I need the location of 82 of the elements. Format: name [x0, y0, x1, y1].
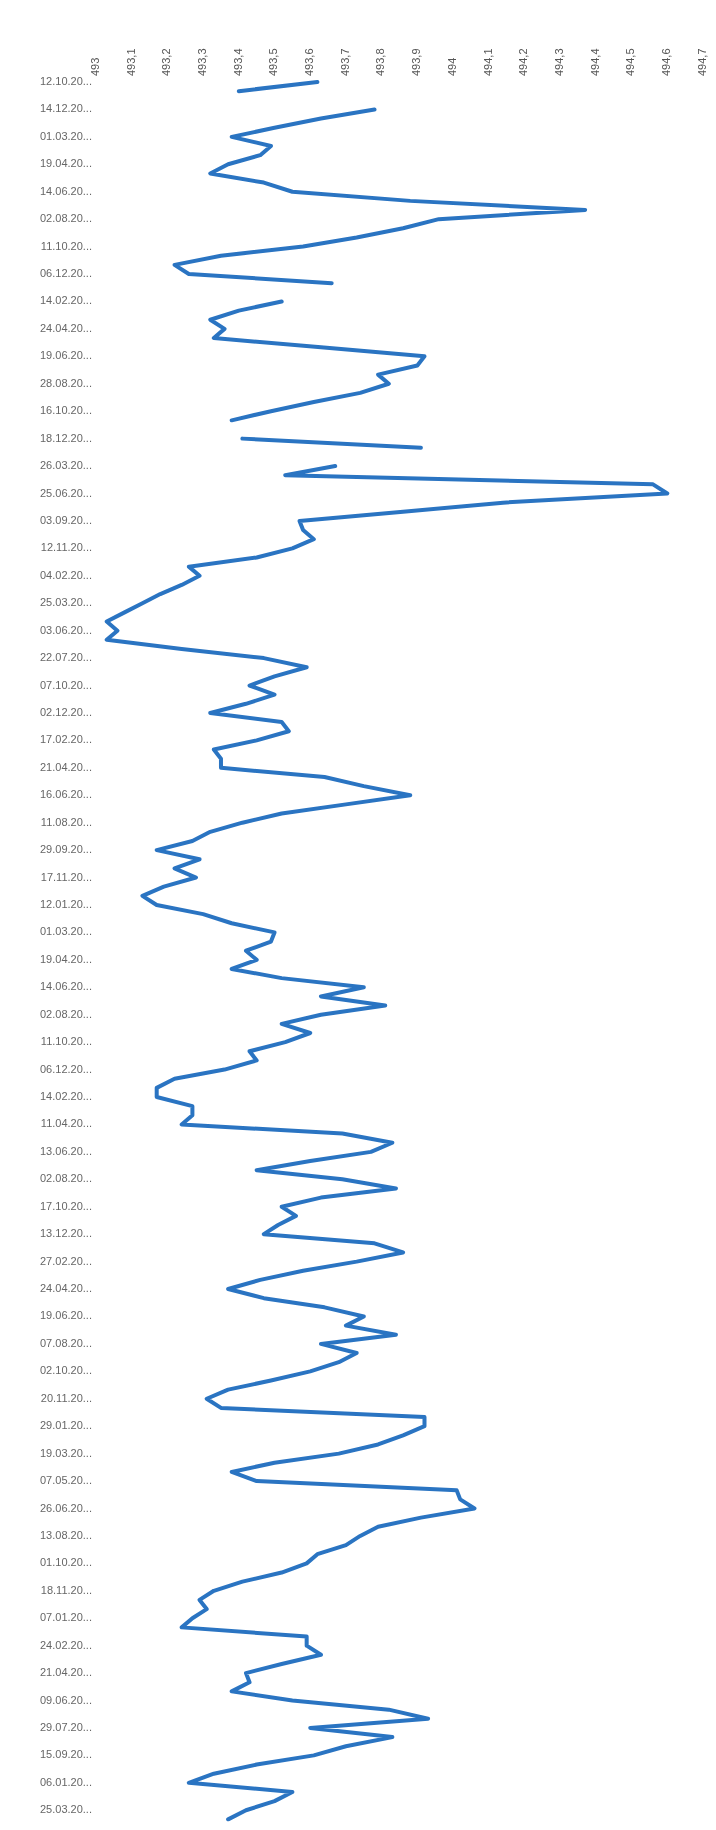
y-tick-label: 07.08.20...	[40, 1336, 92, 1349]
x-tick-label: 494,1	[481, 48, 494, 76]
y-tick-label: 07.01.20...	[40, 1611, 92, 1624]
y-tick-label: 01.10.20...	[40, 1556, 92, 1569]
y-tick-label: 25.03.20...	[40, 596, 92, 609]
y-tick-label: 11.04.20...	[40, 1117, 92, 1130]
y-tick-label: 02.08.20...	[40, 1007, 92, 1020]
y-tick-label: 19.04.20...	[40, 952, 92, 965]
y-tick-label: 14.02.20...	[40, 1090, 92, 1103]
y-tick-label: 26.06.20...	[40, 1501, 92, 1514]
y-tick-label: 19.06.20...	[40, 1309, 92, 1322]
y-tick-label: 06.01.20...	[40, 1775, 92, 1788]
y-tick-label: 29.09.20...	[40, 843, 92, 856]
y-tick-label: 02.08.20...	[40, 1172, 92, 1185]
x-tick-label: 493,8	[374, 48, 387, 76]
y-tick-label: 29.07.20...	[40, 1720, 92, 1733]
y-tick-label: 19.06.20...	[40, 349, 92, 362]
y-tick-label: 01.03.20...	[40, 129, 92, 142]
y-tick-label: 16.06.20...	[40, 788, 92, 801]
y-tick-label: 12.11.20...	[40, 541, 92, 554]
x-tick-label: 493,2	[160, 48, 173, 76]
y-tick-label: 11.10.20...	[40, 239, 92, 252]
y-tick-label: 02.10.20...	[40, 1364, 92, 1377]
y-tick-label: 17.11.20...	[40, 870, 92, 883]
y-tick-label: 17.02.20...	[40, 733, 92, 746]
x-tick-label: 494,5	[624, 48, 637, 76]
y-tick-label: 12.01.20...	[40, 898, 92, 911]
y-tick-label: 19.04.20...	[40, 157, 92, 170]
y-tick-label: 19.03.20...	[40, 1446, 92, 1459]
y-tick-label: 04.02.20...	[40, 568, 92, 581]
y-tick-label: 24.02.20...	[40, 1638, 92, 1651]
x-tick-label: 494,7	[695, 48, 708, 76]
y-tick-label: 24.04.20...	[40, 321, 92, 334]
x-tick-label: 493	[88, 57, 101, 76]
y-tick-label: 02.08.20...	[40, 212, 92, 225]
y-tick-label: 28.08.20...	[40, 376, 92, 389]
x-tick-label: 493,4	[231, 48, 244, 76]
y-tick-label: 03.06.20...	[40, 623, 92, 636]
x-tick-label: 493,1	[124, 48, 137, 76]
x-tick-label: 493,7	[338, 48, 351, 76]
y-tick-label: 27.02.20...	[40, 1254, 92, 1267]
x-tick-label: 494,3	[553, 48, 566, 76]
y-tick-label: 21.04.20...	[40, 760, 92, 773]
y-tick-label: 18.11.20...	[40, 1583, 92, 1596]
x-tick-label: 494,2	[517, 48, 530, 76]
y-tick-label: 21.04.20...	[40, 1666, 92, 1679]
y-tick-label: 03.09.20...	[40, 513, 92, 526]
y-tick-label: 26.03.20...	[40, 459, 92, 472]
y-tick-label: 06.12.20...	[40, 267, 92, 280]
x-tick-label: 493,3	[195, 48, 208, 76]
y-tick-label: 07.05.20...	[40, 1474, 92, 1487]
y-tick-label: 11.10.20...	[40, 1035, 92, 1048]
y-tick-label: 02.12.20...	[40, 705, 92, 718]
x-tick-label: 494,6	[660, 48, 673, 76]
x-tick-label: 494	[445, 57, 458, 76]
x-tick-label: 493,5	[267, 48, 280, 76]
y-tick-label: 12.10.20...	[40, 75, 92, 88]
y-tick-label: 14.06.20...	[40, 184, 92, 197]
y-tick-label: 22.07.20...	[40, 651, 92, 664]
y-tick-label: 14.12.20...	[40, 102, 92, 115]
y-tick-label: 14.06.20...	[40, 980, 92, 993]
y-tick-label: 25.03.20...	[40, 1803, 92, 1816]
x-tick-label: 493,6	[303, 48, 316, 76]
x-tick-label: 494,4	[588, 48, 601, 76]
y-tick-label: 14.02.20...	[40, 294, 92, 307]
y-tick-label: 06.12.20...	[40, 1062, 92, 1075]
y-tick-label: 18.12.20...	[40, 431, 92, 444]
y-tick-label: 13.08.20...	[40, 1528, 92, 1541]
y-tick-label: 24.04.20...	[40, 1282, 92, 1295]
x-tick-label: 493,9	[410, 48, 423, 76]
y-tick-label: 09.06.20...	[40, 1693, 92, 1706]
y-tick-label: 13.12.20...	[40, 1227, 92, 1240]
y-tick-label: 11.08.20...	[40, 815, 92, 828]
y-tick-label: 20.11.20...	[40, 1391, 92, 1404]
y-tick-label: 16.10.20...	[40, 404, 92, 417]
y-tick-label: 29.01.20...	[40, 1419, 92, 1432]
y-tick-label: 15.09.20...	[40, 1748, 92, 1761]
y-tick-label: 01.03.20...	[40, 925, 92, 938]
y-tick-label: 17.10.20...	[40, 1199, 92, 1212]
y-tick-label: 13.06.20...	[40, 1144, 92, 1157]
y-tick-label: 25.06.20...	[40, 486, 92, 499]
y-tick-label: 07.10.20...	[40, 678, 92, 691]
